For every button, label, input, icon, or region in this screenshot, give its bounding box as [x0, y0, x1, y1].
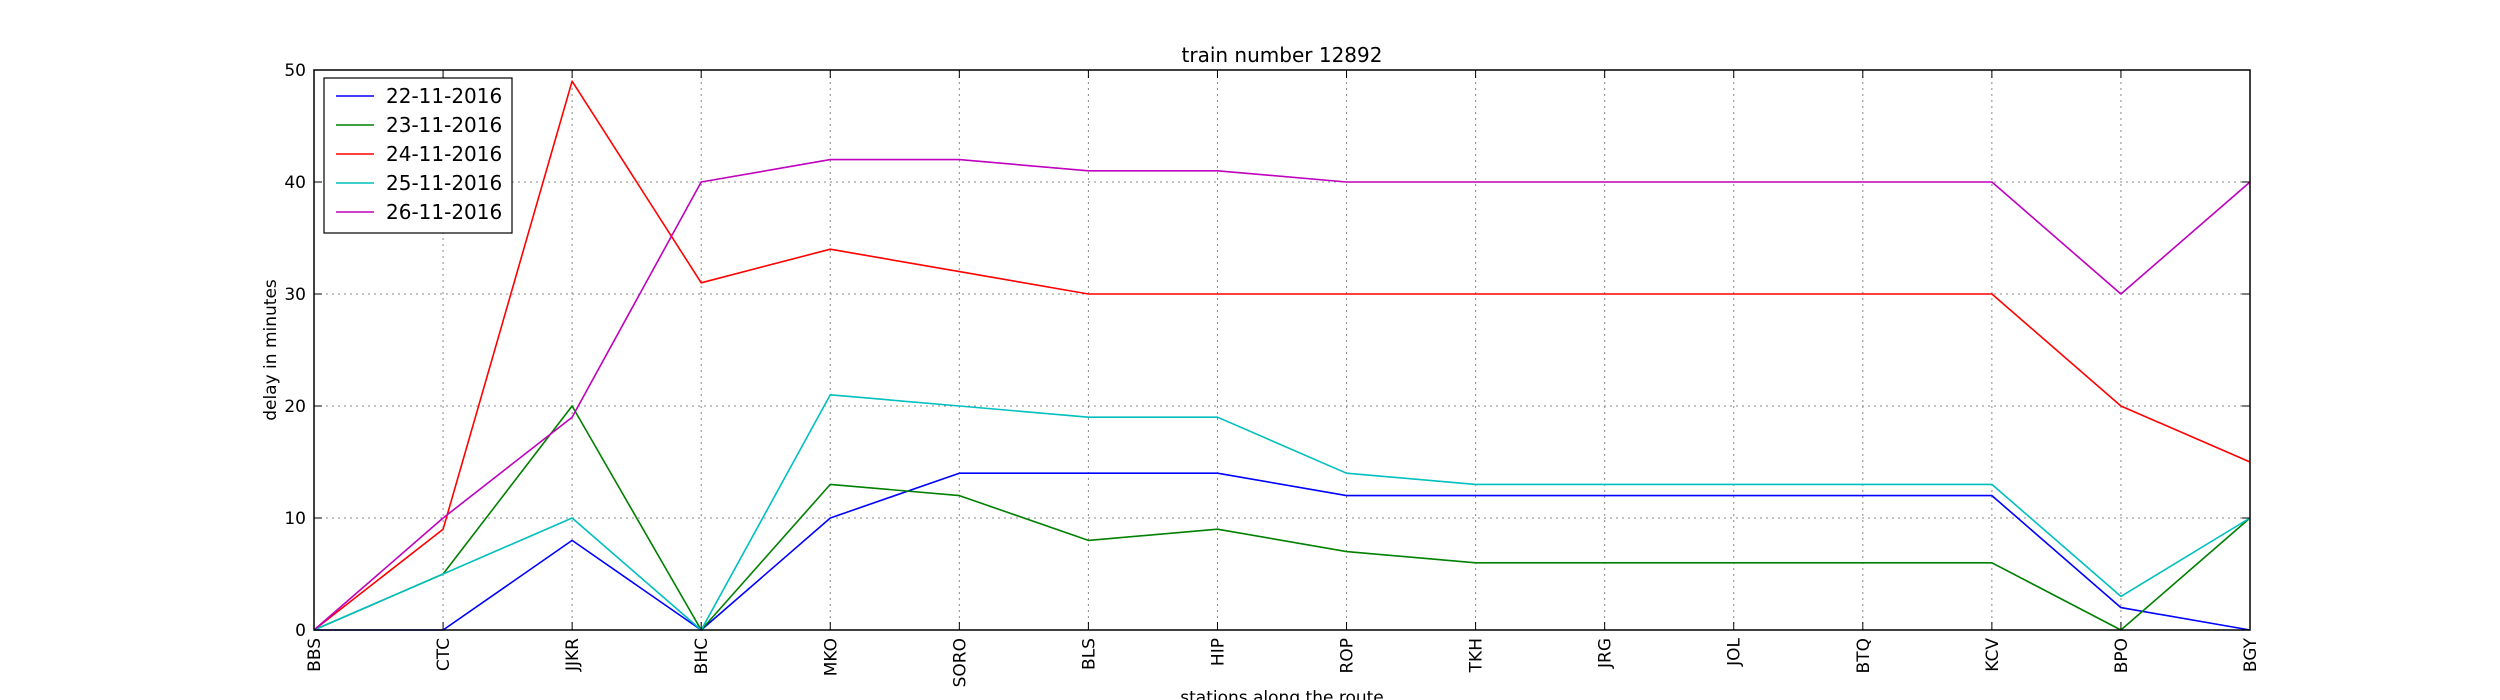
- legend-label: 25-11-2016: [386, 171, 502, 195]
- x-tick-label: SORO: [950, 638, 970, 687]
- y-tick-label: 30: [284, 285, 306, 305]
- x-tick-label: BBS: [305, 638, 325, 672]
- series-line: [313, 393, 2251, 631]
- x-tick-label: JRG: [1596, 638, 1616, 669]
- x-tick-label: BGY: [2241, 637, 2261, 672]
- x-tick-label: JJKR: [563, 638, 583, 672]
- x-tick-label: JOL: [1725, 637, 1745, 666]
- legend-box: [323, 77, 513, 234]
- x-tick-label: HIP: [1208, 638, 1228, 666]
- legend-label: 24-11-2016: [386, 142, 502, 166]
- legend-label: 23-11-2016: [386, 113, 502, 137]
- y-tick-label: 20: [284, 397, 306, 417]
- plot-area: [313, 69, 2251, 631]
- x-tick-label: ROP: [1338, 638, 1358, 673]
- axis-ticks: 0 10 20 30 40 50 BBS CTC JJKR BHC MKO SORO BLS HIP ROP…: [284, 61, 2261, 687]
- chart-title: train number 12892: [1182, 43, 1383, 67]
- y-tick-label: 10: [284, 509, 306, 529]
- legend-label: 26-11-2016: [386, 200, 502, 224]
- x-tick-label: KCV: [1983, 638, 2003, 672]
- x-tick-label: BPO: [2112, 638, 2132, 673]
- y-tick-label: 0: [295, 621, 306, 641]
- x-tick-label: BTQ: [1854, 638, 1874, 673]
- x-tick-label: CTC: [434, 638, 454, 671]
- y-axis-title: delay in minutes: [261, 279, 281, 421]
- series-line: [314, 472, 2251, 631]
- x-tick-label: BLS: [1079, 638, 1099, 670]
- x-tick-label: TKH: [1467, 638, 1487, 673]
- series-lines: [313, 80, 2251, 631]
- legend: 22-11-2016 23-11-2016 24-11-2016 25-11-2016…: [323, 77, 513, 234]
- series-line: [313, 405, 2251, 631]
- y-tick-label: 50: [284, 61, 306, 81]
- y-tick-label: 40: [284, 173, 306, 193]
- x-tick-label: MKO: [821, 638, 841, 676]
- legend-label: 22-11-2016: [386, 84, 502, 108]
- series-line: [313, 158, 2251, 631]
- x-axis-title: stations along the route: [1180, 688, 1384, 700]
- series-line: [313, 80, 2251, 631]
- x-tick-label: BHC: [692, 638, 712, 674]
